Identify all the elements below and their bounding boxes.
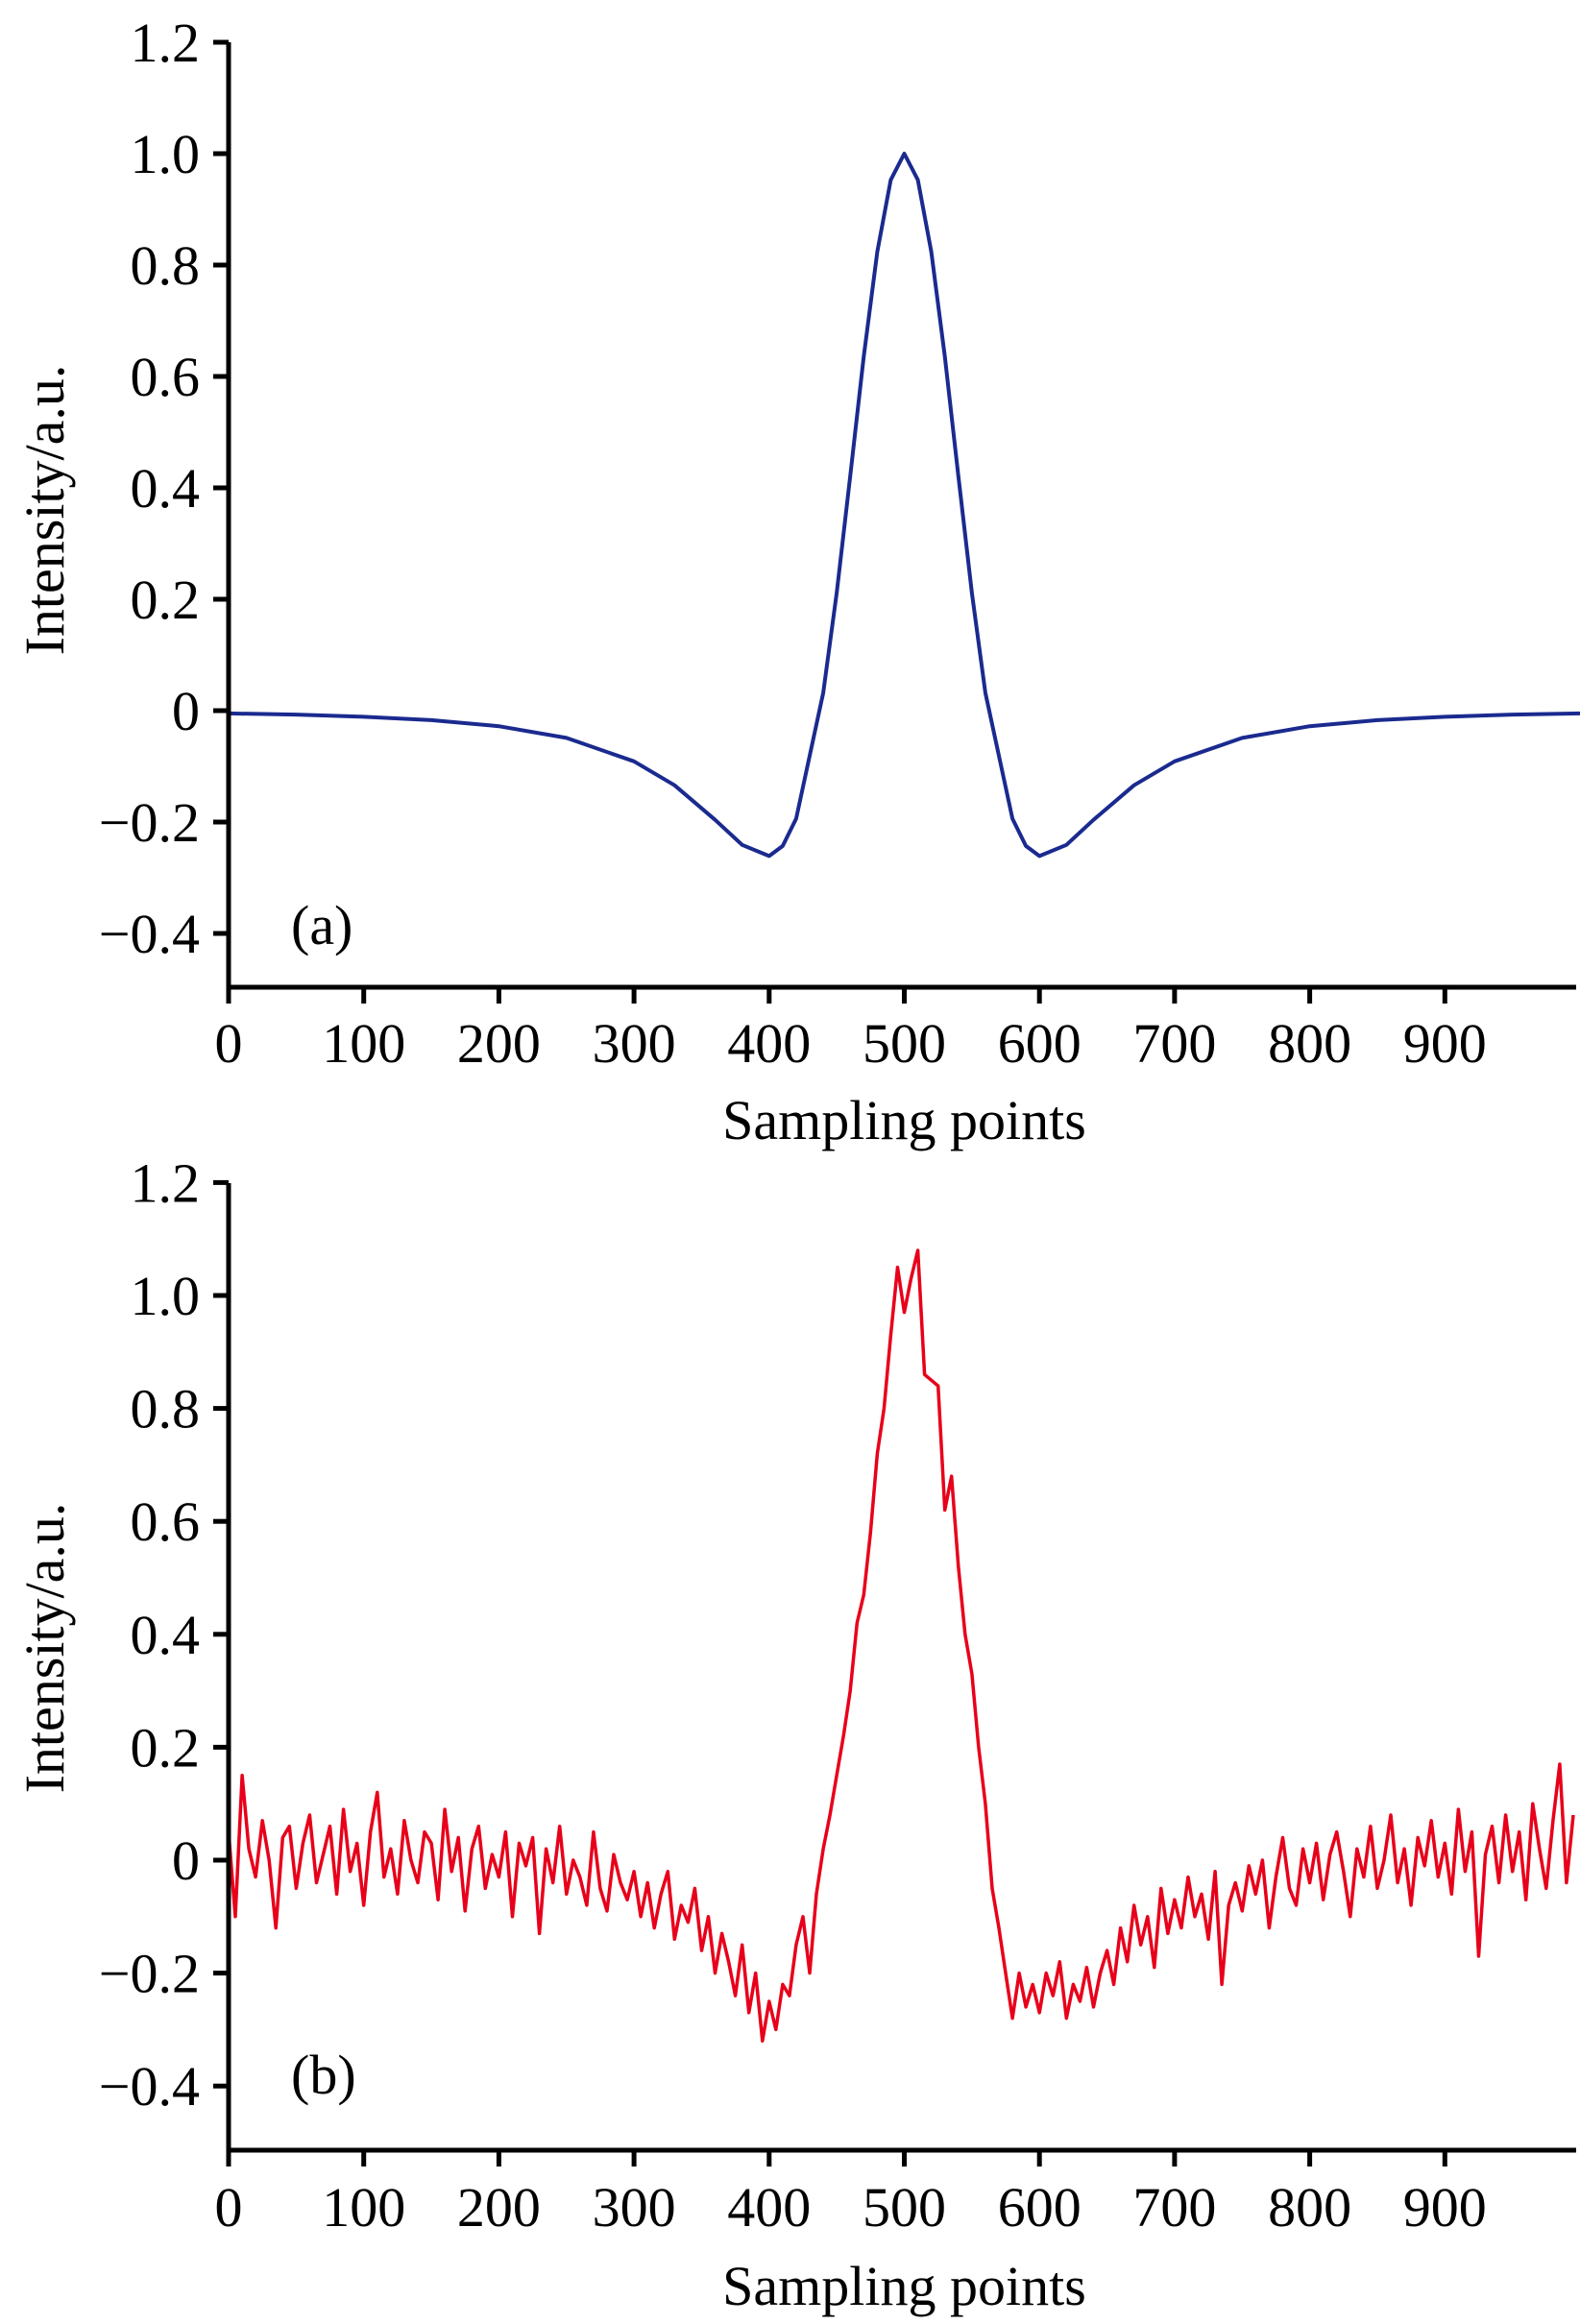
y-tick-label: −0.2 (99, 1943, 200, 2005)
x-tick-label: 800 (1268, 2176, 1351, 2239)
x-tick-label: 200 (457, 1012, 541, 1075)
x-tick-label: 500 (863, 2176, 946, 2239)
y-tick-label: −0.2 (99, 791, 200, 854)
x-tick-label: 900 (1403, 1012, 1487, 1075)
y-tick-label: −0.4 (99, 2055, 200, 2118)
x-tick-label: 300 (593, 2176, 676, 2239)
x-tick-label: 600 (998, 2176, 1082, 2239)
x-tick-label: 200 (457, 2176, 541, 2239)
x-tick-label: 0 (215, 2176, 243, 2239)
y-tick-label: 0.2 (131, 569, 201, 631)
y-tick-label: 0 (172, 1829, 200, 1892)
y-tick-label: 0.6 (131, 1490, 201, 1553)
y-axis-title: Intensity/a.u. (13, 1503, 76, 1794)
x-tick-label: 900 (1403, 2176, 1487, 2239)
x-tick-label: 0 (215, 1012, 243, 1075)
x-tick-label: 500 (863, 1012, 946, 1075)
x-tick-label: 400 (727, 2176, 811, 2239)
y-axis-title: Intensity/a.u. (13, 365, 76, 656)
y-tick-label: 1.0 (131, 1265, 201, 1327)
chart-panel-b: 1.21.00.80.60.40.20−0.2−0.40 100 200 300 400… (13, 1151, 1576, 2317)
x-tick-label: 300 (593, 1012, 676, 1075)
y-tick-label: 0.2 (131, 1716, 201, 1779)
y-tick-label: −0.4 (99, 903, 200, 965)
y-tick-label: 0 (172, 680, 200, 742)
series-line-b (227, 1248, 1575, 2043)
y-tick-label: 0.8 (131, 1378, 201, 1440)
panel-label-a: (a) (291, 894, 352, 956)
x-axis-title: Sampling points (722, 2255, 1086, 2317)
x-axis-title: Sampling points (722, 1089, 1086, 1151)
y-tick-label: 1.0 (131, 123, 201, 185)
x-tick-label: 100 (322, 1012, 405, 1075)
panel-label-b: (b) (291, 2044, 356, 2106)
x-tick-label: 400 (727, 1012, 811, 1075)
x-tick-label: 700 (1132, 2176, 1216, 2239)
x-tick-label: 700 (1132, 1012, 1216, 1075)
x-tick-label: 600 (998, 1012, 1082, 1075)
chart-panel-a: 1.21.00.80.60.40.20−0.2−0.40 100 200 300 400… (13, 12, 1580, 1151)
x-tick-label: 800 (1268, 1012, 1351, 1075)
y-tick-label: 1.2 (131, 12, 201, 74)
y-tick-label: 1.2 (131, 1151, 201, 1214)
series-line-a (228, 152, 1580, 859)
y-tick-label: 0.4 (131, 457, 201, 520)
y-tick-label: 0.4 (131, 1604, 201, 1666)
y-tick-label: 0.8 (131, 234, 201, 297)
x-tick-label: 100 (322, 2176, 405, 2239)
y-tick-label: 0.6 (131, 346, 201, 408)
